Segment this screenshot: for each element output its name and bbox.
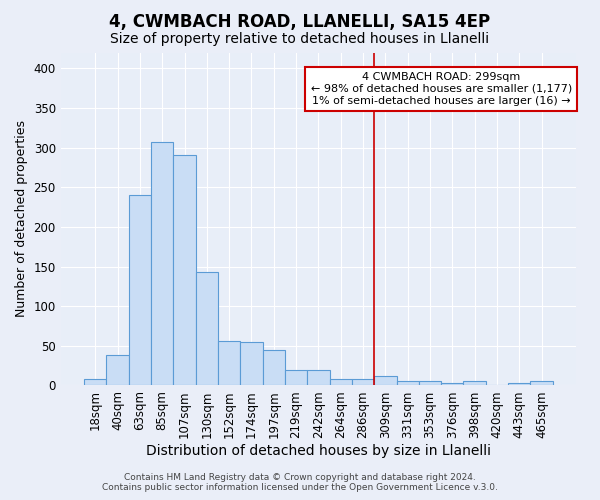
Bar [84, 379, 106, 386]
Bar [397, 382, 419, 386]
Bar [530, 382, 553, 386]
Text: Contains HM Land Registry data © Crown copyright and database right 2024.
Contai: Contains HM Land Registry data © Crown c… [102, 473, 498, 492]
Y-axis label: Number of detached properties: Number of detached properties [15, 120, 28, 318]
X-axis label: Distribution of detached houses by size in Llanelli: Distribution of detached houses by size … [146, 444, 491, 458]
Text: 4 CWMBACH ROAD: 299sqm
← 98% of detached houses are smaller (1,177)
1% of semi-d: 4 CWMBACH ROAD: 299sqm ← 98% of detached… [311, 72, 572, 106]
Bar [263, 350, 285, 386]
Text: 4, CWMBACH ROAD, LLANELLI, SA15 4EP: 4, CWMBACH ROAD, LLANELLI, SA15 4EP [109, 12, 491, 30]
Bar [218, 341, 241, 386]
Bar [196, 272, 218, 386]
Bar [441, 383, 463, 386]
Bar [463, 382, 486, 386]
Bar [173, 155, 196, 386]
Bar [285, 370, 307, 386]
Bar [106, 356, 129, 386]
Bar [374, 376, 397, 386]
Text: Size of property relative to detached houses in Llanelli: Size of property relative to detached ho… [110, 32, 490, 46]
Bar [329, 379, 352, 386]
Bar [352, 379, 374, 386]
Bar [129, 195, 151, 386]
Bar [241, 342, 263, 386]
Bar [151, 142, 173, 386]
Bar [508, 383, 530, 386]
Bar [307, 370, 329, 386]
Bar [419, 382, 441, 386]
